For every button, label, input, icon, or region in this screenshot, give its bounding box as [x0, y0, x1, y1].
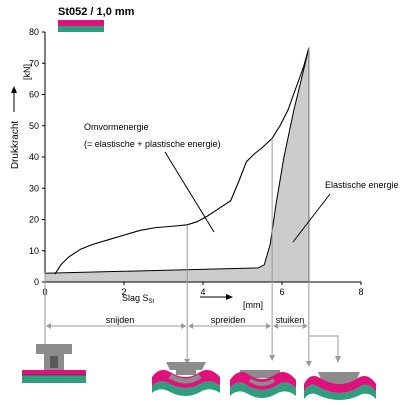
- elastic-energy-area: [45, 47, 309, 282]
- y-tick-label: 60: [29, 90, 39, 100]
- y-tick-label: 80: [29, 27, 39, 37]
- phase-boundary-arrowhead: [305, 361, 312, 367]
- stage-connector: [308, 335, 339, 358]
- material-swatch-teal: [58, 26, 104, 32]
- phase-label-spreiden: spreiden: [211, 315, 246, 325]
- y-tick-label: 0: [34, 277, 39, 287]
- phase-span-arrow-left: [273, 323, 279, 329]
- phase-label-stuiken: stuiken: [276, 315, 305, 325]
- chart-title: St052 / 1,0 mm: [58, 6, 135, 18]
- x-axis-label: Slag SSt: [122, 293, 155, 305]
- y-tick-label: 30: [29, 183, 39, 193]
- stage-illustration-cutting: [22, 344, 86, 383]
- y-tick-label: 70: [29, 58, 39, 68]
- phase-span-arrow-right: [266, 323, 272, 329]
- x-axis-unit: [mm]: [243, 300, 263, 310]
- y-axis-unit: [kN]: [22, 64, 32, 80]
- tick-labels: 0102030405060708002468: [29, 27, 364, 297]
- elastic-energy-fill: [45, 47, 309, 282]
- annotation-omvormenergie-leader: [164, 151, 215, 233]
- phase-span-arrow-right: [181, 323, 187, 329]
- elastic-energy-line: [44, 47, 310, 282]
- annotation-omvormenergie-line1: Omvormenergie: [84, 122, 149, 132]
- annotation-elastische-energie: Elastische energie: [325, 180, 399, 190]
- phase-boundary-arrowhead: [269, 355, 276, 361]
- x-axis-label-sub: St: [149, 299, 155, 305]
- x-axis-label-main: Slag S: [122, 293, 149, 303]
- phase-label-snijden: snijden: [106, 315, 135, 325]
- y-axis-label: Drukkracht: [10, 121, 21, 170]
- x-tick-label: 4: [200, 287, 205, 297]
- phase-span-arrow-right: [302, 323, 308, 329]
- phase-guides: [42, 47, 341, 367]
- stage-illustration-spreading-1: [152, 362, 220, 396]
- annotation-omvormenergie: Omvormenergie (= elastische + plastische…: [84, 122, 221, 149]
- phase-span-arrow-left: [188, 323, 194, 329]
- x-tick-label: 6: [279, 287, 284, 297]
- force-curve-line: [54, 47, 310, 275]
- axes: [42, 31, 362, 285]
- stage-illustration-upsetting: [304, 372, 376, 400]
- phase-span-arrow-left: [46, 323, 51, 329]
- stage-connector-arrowhead: [335, 356, 341, 363]
- y-tick-label: 20: [29, 215, 39, 225]
- y-tick-label: 10: [29, 246, 39, 256]
- material-swatch-magenta: [58, 20, 104, 26]
- curve-layer: [44, 47, 310, 282]
- y-tick-label: 40: [29, 152, 39, 162]
- x-axis-arrow: [200, 294, 233, 300]
- x-tick-label: 8: [358, 287, 363, 297]
- annotation-omvormenergie-line2: (= elastische + plastische energie): [84, 139, 221, 149]
- y-axis-arrow: [11, 86, 17, 112]
- annotation-elastische-energie-leader: [292, 193, 331, 243]
- stage-illustration-spreading-2: [230, 370, 296, 398]
- x-tick-label: 2: [121, 287, 126, 297]
- y-tick-label: 50: [29, 121, 39, 131]
